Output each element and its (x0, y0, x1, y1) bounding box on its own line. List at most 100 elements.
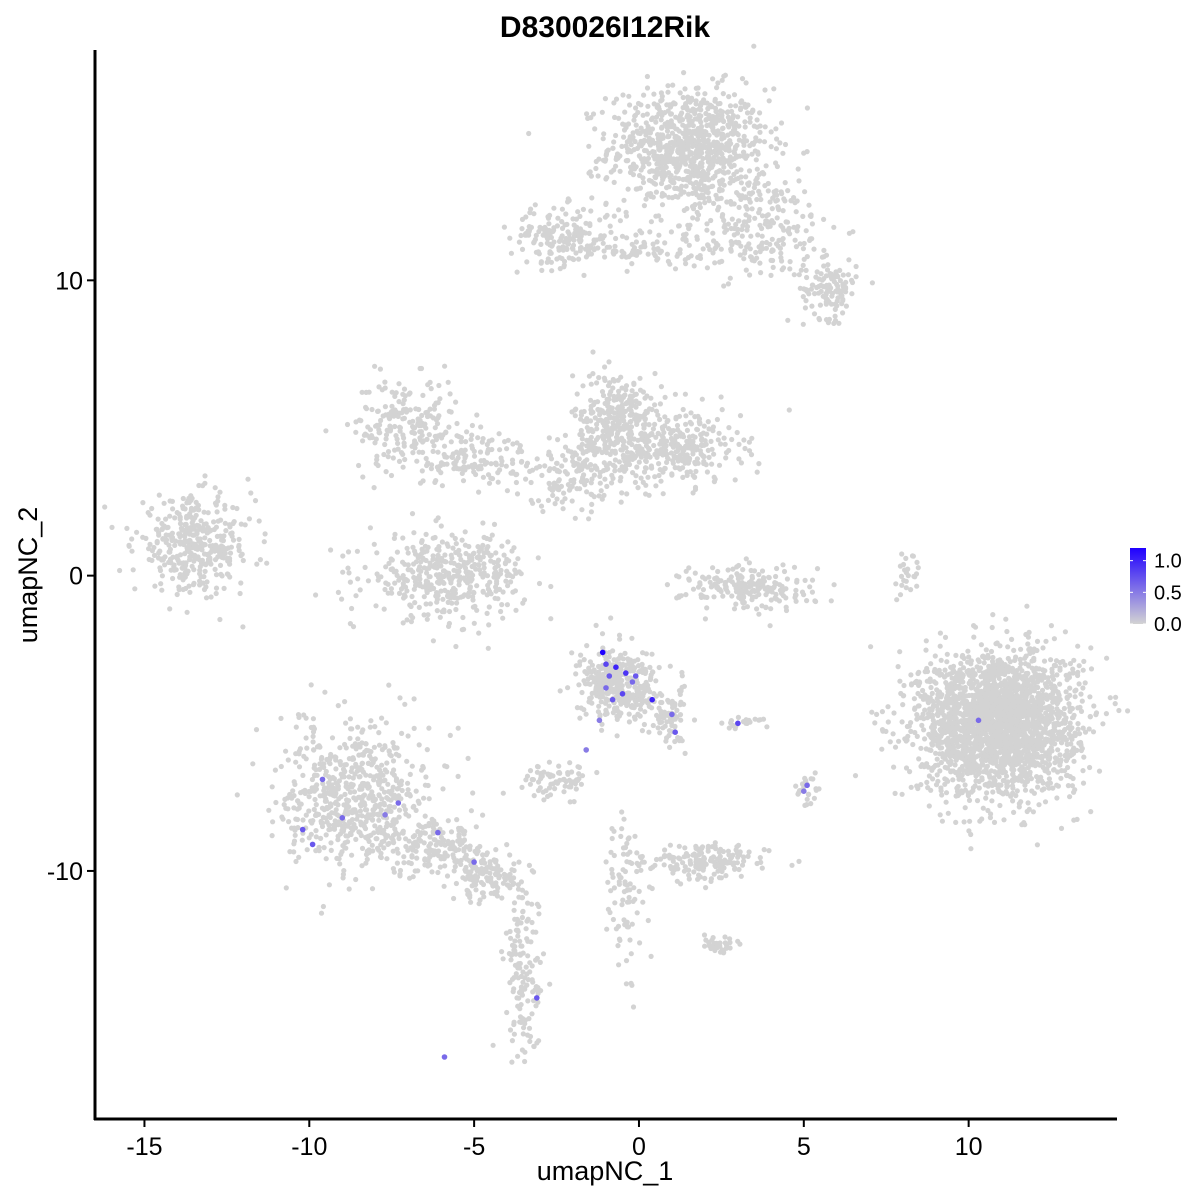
cell-point (480, 589, 486, 595)
cell-point (657, 441, 663, 447)
cell-point (662, 240, 668, 246)
cell-point (953, 652, 959, 659)
cell-point (797, 241, 803, 247)
cell-point (823, 252, 830, 258)
cell-point (395, 446, 401, 452)
cell-point (895, 664, 901, 670)
cell-point (559, 463, 565, 469)
cell-point (410, 544, 416, 550)
cell-point (731, 201, 737, 207)
cell-point (407, 419, 413, 425)
cell-point (643, 491, 649, 497)
cell-point (444, 461, 450, 467)
cell-point (744, 227, 750, 233)
cell-point (442, 454, 448, 460)
cell-point (1074, 816, 1080, 823)
cell-point (702, 91, 708, 97)
cell-point (698, 432, 704, 438)
cell-point (721, 182, 727, 188)
cell-point (677, 90, 683, 96)
cell-point (739, 98, 745, 104)
cell-point (832, 313, 838, 319)
cell-point (1040, 645, 1046, 651)
cell-point (425, 460, 431, 466)
cell-point (658, 478, 664, 484)
cell-point (231, 519, 237, 525)
cell-point (335, 589, 341, 596)
cell-point (719, 407, 725, 413)
cell-point (616, 207, 622, 213)
cell-point (602, 254, 608, 260)
cell-point (610, 424, 616, 430)
cell-point (591, 494, 597, 500)
cell-point (257, 557, 263, 563)
cell-point (641, 241, 648, 247)
cell-point (564, 246, 570, 252)
cell-point (692, 461, 699, 467)
cell-point (684, 427, 691, 433)
cell-point (892, 790, 898, 797)
cell-point (972, 624, 979, 630)
cell-point (800, 262, 806, 268)
cell-point (435, 433, 441, 439)
cell-point (536, 580, 543, 587)
cell-point (621, 418, 627, 424)
cell-point (637, 249, 643, 255)
cell-point (392, 411, 398, 418)
cell-point (720, 91, 726, 97)
cell-point (372, 363, 378, 369)
cell-point (693, 167, 699, 173)
cell-point (597, 473, 603, 479)
cell-point (677, 156, 683, 162)
cell-point (504, 446, 510, 452)
cell-point (758, 242, 764, 248)
cell-point (619, 464, 625, 470)
cell-point (226, 557, 232, 563)
cell-point (670, 82, 676, 88)
cell-point (215, 494, 221, 500)
cell-point (577, 239, 583, 245)
cell-point (573, 216, 580, 222)
cell-point (720, 155, 726, 161)
cell-point (463, 550, 469, 557)
cell-point (633, 398, 639, 404)
cell-point (419, 539, 425, 546)
cell-point (658, 217, 664, 223)
cell-point (459, 470, 465, 476)
cell-point (821, 276, 827, 282)
cell-point (623, 383, 630, 389)
cell-point (411, 441, 417, 447)
cell-point (632, 403, 639, 409)
cell-point (773, 573, 779, 580)
cell-point (240, 557, 246, 564)
cell-point (648, 431, 654, 437)
cell-point (102, 504, 108, 510)
cell-point (725, 122, 731, 128)
cell-point (623, 209, 629, 215)
cell-point (726, 577, 732, 583)
cell-point (187, 589, 193, 595)
cell-point (162, 554, 168, 560)
cell-point (524, 259, 530, 265)
cell-point (733, 221, 739, 228)
cell-point (193, 506, 199, 512)
cell-point (508, 579, 514, 585)
cell-point (621, 197, 627, 203)
cell-point (616, 459, 623, 465)
cell-point (574, 468, 580, 474)
cell-point (1046, 776, 1052, 782)
cell-point (841, 286, 847, 292)
cell-point (767, 623, 773, 629)
cell-point (533, 465, 540, 471)
cell-point (426, 565, 432, 571)
cell-point (559, 206, 566, 212)
cell-point (821, 247, 827, 253)
cell-point (773, 188, 779, 194)
cell-point (207, 543, 213, 549)
cell-point (424, 589, 430, 596)
cell-point (559, 233, 565, 239)
cell-point (167, 513, 173, 519)
cell-point (1024, 603, 1030, 609)
cell-point (369, 406, 375, 413)
cell-point (953, 793, 959, 799)
